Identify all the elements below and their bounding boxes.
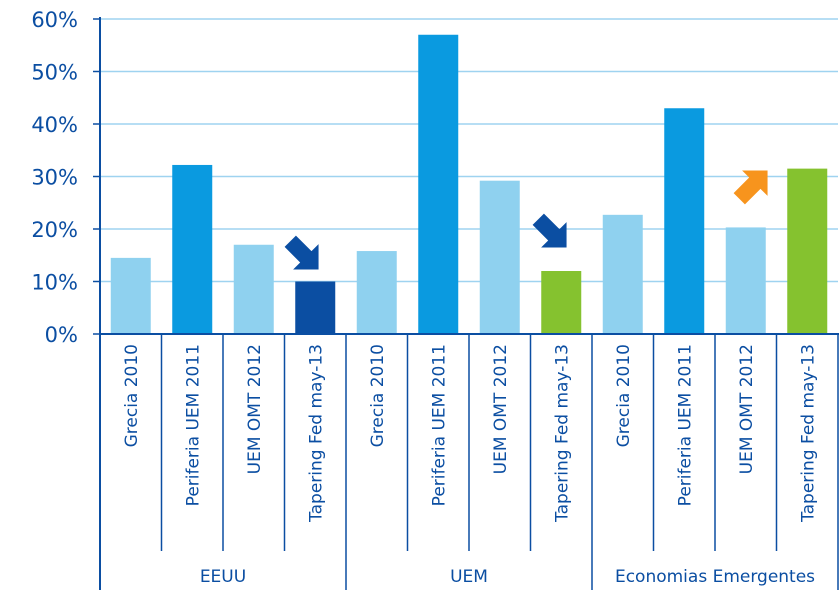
bar bbox=[418, 34, 459, 334]
y-tick-label: 40% bbox=[31, 113, 78, 137]
bar bbox=[295, 281, 336, 334]
arrow-down-right-icon bbox=[532, 213, 567, 248]
category-label: UEM OMT 2012 bbox=[245, 344, 265, 474]
bar bbox=[602, 214, 643, 334]
bar bbox=[172, 164, 213, 334]
y-tick-label: 0% bbox=[45, 323, 78, 347]
bars bbox=[110, 34, 828, 334]
y-tick-label: 10% bbox=[31, 271, 78, 295]
group-label: EEUU bbox=[200, 567, 246, 587]
category-label: Grecia 2010 bbox=[122, 344, 142, 447]
axes bbox=[93, 17, 839, 590]
group-label: Economias Emergentes bbox=[615, 567, 815, 587]
gridlines bbox=[100, 18, 838, 283]
annotations bbox=[284, 170, 768, 270]
category-label: Grecia 2010 bbox=[614, 344, 634, 447]
bar bbox=[787, 168, 828, 334]
category-label: Periferia UEM 2011 bbox=[675, 344, 695, 506]
bar bbox=[541, 271, 582, 334]
category-label: Periferia UEM 2011 bbox=[183, 344, 203, 506]
labels: 0% 10% 20% 30% 40% 50% 60% Grecia 2010 Periferia… bbox=[31, 8, 818, 587]
category-label: Grecia 2010 bbox=[368, 344, 388, 447]
y-tick-label: 30% bbox=[31, 166, 78, 190]
bar bbox=[233, 244, 274, 334]
bar bbox=[664, 108, 705, 334]
arrow-down-right-icon bbox=[284, 235, 319, 270]
category-label: UEM OMT 2012 bbox=[491, 344, 511, 474]
category-label: Tapering Fed may-13 bbox=[306, 344, 326, 523]
bar bbox=[356, 251, 397, 334]
category-label: Tapering Fed may-13 bbox=[798, 344, 818, 523]
bar bbox=[110, 257, 151, 334]
bar bbox=[725, 227, 766, 334]
group-label: UEM bbox=[450, 567, 488, 587]
arrow-up-right-icon bbox=[733, 170, 768, 205]
category-label: UEM OMT 2012 bbox=[737, 344, 757, 474]
category-label: Periferia UEM 2011 bbox=[429, 344, 449, 506]
y-tick-label: 50% bbox=[31, 61, 78, 85]
bar bbox=[479, 180, 520, 334]
y-tick-label: 20% bbox=[31, 218, 78, 242]
category-label: Tapering Fed may-13 bbox=[552, 344, 572, 523]
y-tick-label: 60% bbox=[31, 8, 78, 32]
